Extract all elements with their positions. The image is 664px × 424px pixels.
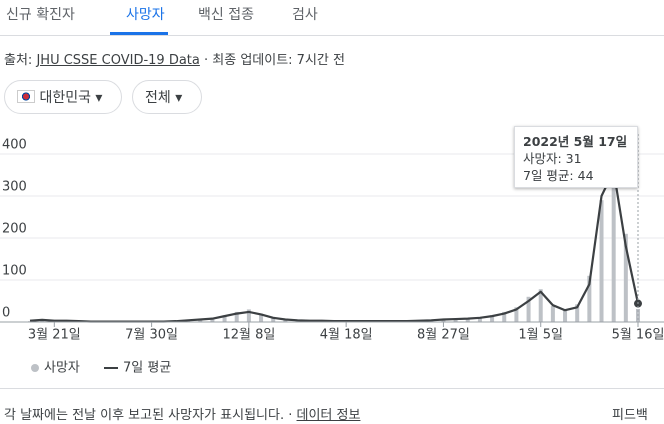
bar	[514, 307, 519, 322]
source-link[interactable]: JHU CSSE COVID-19 Data	[36, 53, 200, 68]
bar	[502, 311, 507, 322]
bar	[623, 233, 628, 322]
legend-swatch	[31, 364, 39, 372]
bar	[271, 316, 276, 322]
bar	[538, 289, 543, 322]
divider	[0, 35, 664, 36]
bar	[234, 311, 239, 322]
bar	[611, 154, 616, 322]
tooltip: 2022년 5월 17일 사망자: 31 7일 평균: 44	[514, 126, 638, 188]
tooltip-date: 2022년 5월 17일	[523, 134, 628, 149]
legend: 사망자 7일 평균	[31, 361, 171, 376]
range-dropdown[interactable]: 전체 ▾	[132, 80, 202, 114]
bar	[441, 319, 446, 322]
bar	[550, 306, 555, 322]
footer-sep: ·	[288, 408, 293, 423]
bar	[563, 309, 568, 322]
tab[interactable]: 백신 접종	[198, 7, 254, 23]
tooltip-line: 사망자: 31	[523, 151, 582, 166]
legend-label: 7일 평균	[123, 361, 171, 376]
bar	[490, 315, 495, 322]
line	[29, 169, 640, 323]
y-tick-label: 300	[2, 180, 27, 195]
bar	[526, 296, 531, 322]
bar	[222, 315, 227, 322]
feedback[interactable]: 피드백	[612, 408, 648, 423]
source: 출처: JHU CSSE COVID-19 Data · 최종 업데이트: 7시…	[4, 49, 345, 68]
x-tick-label: 5월 16일	[612, 328, 664, 343]
bar	[210, 318, 215, 322]
y-tick-label: 100	[2, 264, 27, 279]
bar	[575, 304, 580, 322]
tab-underline	[110, 32, 168, 35]
legend-label: 사망자	[44, 361, 80, 376]
source-label: 출처:	[4, 53, 33, 68]
tab[interactable]: 신규 확진자	[6, 7, 75, 23]
bar	[465, 318, 470, 322]
bar	[587, 275, 592, 322]
x-tick-label: 3월 21일	[28, 328, 81, 343]
bar	[599, 200, 604, 322]
tab-active[interactable]: 사망자	[126, 7, 165, 23]
bar	[453, 318, 458, 322]
tooltip-line: 7일 평균: 44	[523, 168, 594, 183]
divider	[0, 388, 664, 389]
x-tick-label: 8월 27일	[417, 328, 470, 343]
y-tick-label: 0	[2, 306, 10, 321]
y-tick-label: 200	[2, 222, 27, 237]
y-tick-label: 400	[2, 138, 27, 153]
footer-note: 각 날짜에는 전날 이후 보고된 사망자가 표시됩니다.	[4, 408, 285, 423]
updated: · 최종 업데이트: 7시간 전	[204, 53, 345, 68]
bar	[259, 313, 264, 322]
dropdown-label: 대한민국	[39, 90, 91, 106]
tab[interactable]: 검사	[292, 7, 318, 23]
x-tick-label: 1월 5일	[518, 328, 563, 343]
bar	[246, 309, 251, 322]
region-dropdown[interactable]: 대한민국 ▾	[4, 80, 122, 114]
bar	[477, 316, 482, 322]
footer: 각 날짜에는 전날 이후 보고된 사망자가 표시됩니다. · 데이터 정보	[4, 404, 360, 423]
x-tick-label: 7월 30일	[125, 328, 178, 343]
x-tick-label: 12월 8일	[222, 328, 275, 343]
dropdown-label: 전체	[145, 90, 171, 106]
footer-link[interactable]: 데이터 정보	[296, 408, 361, 423]
x-tick-label: 4월 18일	[320, 328, 373, 343]
